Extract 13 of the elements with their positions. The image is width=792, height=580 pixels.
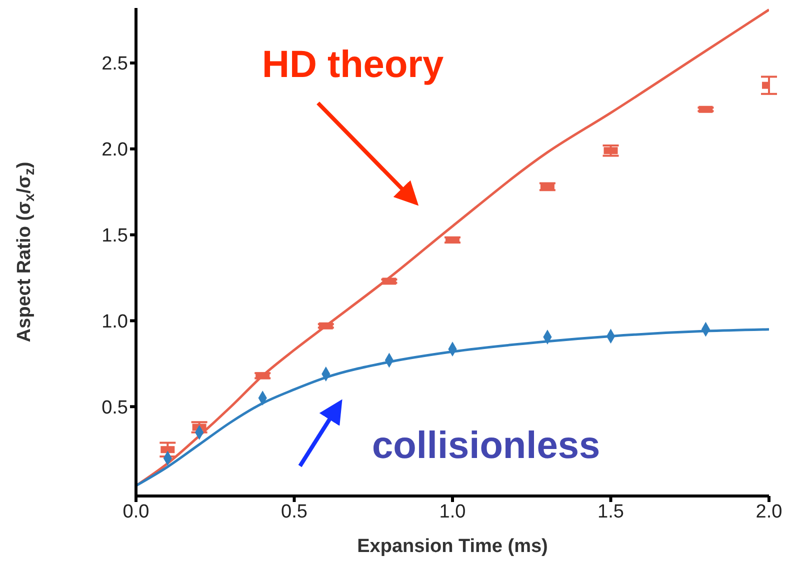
x-tick-label: 1.0 xyxy=(439,501,466,522)
y-tick-label: 1.0 xyxy=(102,311,128,332)
x-tick-label: 2.0 xyxy=(756,501,782,522)
y-tick-label: 2.5 xyxy=(102,54,128,75)
x-tick-label: 1.5 xyxy=(598,501,624,522)
x-tick-label: 0.5 xyxy=(281,501,308,522)
x-axis-title: Expansion Time (ms) xyxy=(357,536,548,557)
y-tick-label: 1.5 xyxy=(102,226,128,247)
y-tick-label: 2.0 xyxy=(102,140,128,161)
annotation: collisionless xyxy=(372,425,600,467)
annotation: HD theory xyxy=(262,44,444,86)
y-tick-label: 0.5 xyxy=(102,397,128,418)
x-tick-label: 0.0 xyxy=(122,501,150,522)
